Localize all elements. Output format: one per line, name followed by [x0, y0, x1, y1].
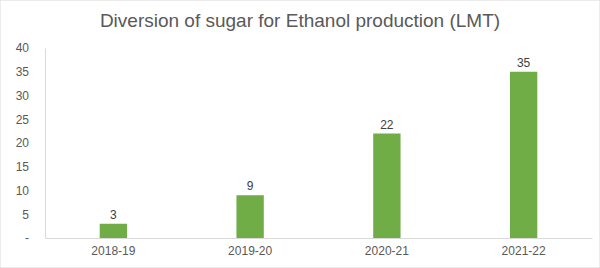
data-label: 3 [110, 208, 117, 222]
y-tick-label: 25 [16, 113, 30, 127]
y-tick-label: 10 [16, 184, 30, 198]
chart-title: Diversion of sugar for Ethanol productio… [100, 10, 500, 31]
bar [510, 72, 537, 238]
y-tick: 35 [16, 65, 45, 79]
y-tick: 40 [16, 41, 45, 55]
x-tick: 2021-22 [502, 238, 546, 258]
data-label: 9 [247, 179, 254, 193]
bar [236, 195, 263, 238]
x-tick-label: 2020-21 [365, 244, 409, 258]
x-tick-label: 2021-22 [502, 244, 546, 258]
x-tick: 2019-20 [228, 238, 272, 258]
data-labels: 3 9 22 35 [110, 56, 531, 222]
x-axis: 2018-19 2019-20 2020-21 2021-22 [46, 238, 593, 258]
y-tick: 25 [16, 113, 45, 127]
x-tick-label: 2018-19 [91, 244, 135, 258]
y-tick-label: 20 [16, 136, 30, 150]
bar [100, 224, 127, 238]
y-tick: - [25, 231, 45, 245]
y-axis: - 5 10 15 20 25 30 35 40 [16, 41, 46, 245]
x-tick: 2020-21 [365, 238, 409, 258]
y-tick-label: 35 [16, 65, 30, 79]
bar [373, 134, 400, 239]
data-label: 35 [517, 56, 531, 70]
y-axis-line [45, 49, 46, 239]
y-tick-label: 5 [22, 208, 29, 222]
y-tick-label: 40 [16, 41, 30, 55]
y-tick-label: 30 [16, 89, 30, 103]
y-tick-label: 15 [16, 160, 30, 174]
x-tick-label: 2019-20 [228, 244, 272, 258]
plot: - 5 10 15 20 25 30 35 40 2018-19 2019-20 2020-21 202… [16, 41, 593, 257]
chart: Diversion of sugar for Ethanol productio… [0, 0, 600, 268]
y-tick: 20 [16, 136, 45, 150]
y-tick-label: - [25, 231, 29, 245]
x-tick: 2018-19 [91, 238, 135, 258]
y-tick: 10 [16, 184, 45, 198]
y-tick: 5 [22, 208, 45, 222]
bars [100, 72, 538, 238]
y-tick: 15 [16, 160, 45, 174]
data-label: 22 [380, 118, 394, 132]
y-tick: 30 [16, 89, 45, 103]
chart-background [0, 0, 600, 268]
x-axis-line [46, 238, 593, 239]
